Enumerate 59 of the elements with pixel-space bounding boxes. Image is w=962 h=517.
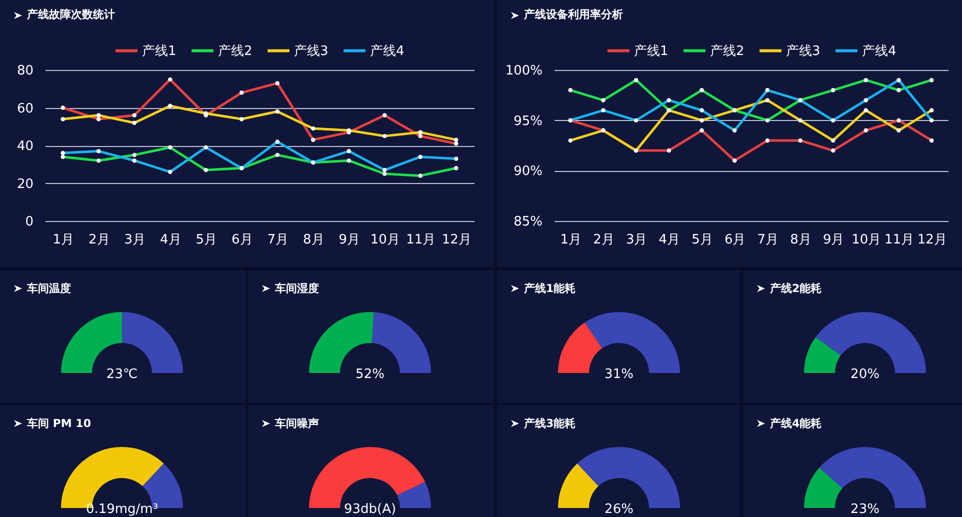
legend-label: 产线3 [786, 44, 820, 59]
text: 31% [604, 367, 634, 382]
x-tick-label: 12月 [917, 232, 947, 248]
x-tick-label: 6月 [724, 232, 746, 248]
y-tick-label: 60 [16, 101, 34, 116]
text: 26% [604, 502, 634, 517]
text: 23% [850, 502, 880, 517]
chart-title: 产线1能耗 [523, 282, 576, 295]
y-tick-label: 80 [16, 64, 34, 78]
chart-title: 产线3能耗 [523, 417, 576, 430]
x-tick-label: 4月 [160, 232, 182, 248]
chart-title: 产线故障次数统计 [26, 8, 115, 21]
x-tick-label: 9月 [822, 232, 844, 248]
x-tick-label: 3月 [124, 232, 146, 248]
x-tick-label: 5月 [692, 232, 713, 248]
y-tick-label: 40 [16, 139, 34, 154]
x-tick-label: 9月 [338, 232, 360, 248]
x-tick-label: 2月 [593, 232, 614, 248]
chart-title: 产线4能耗 [769, 417, 822, 430]
legend-label: 产线2 [710, 44, 744, 59]
x-tick-label: 7月 [267, 232, 289, 248]
x-tick-label: 1月 [560, 232, 582, 248]
legend-label: 产线3 [294, 44, 328, 59]
y-tick-label: 20 [16, 176, 34, 192]
x-tick-label: 4月 [658, 232, 680, 248]
legend-label: 产线4 [370, 44, 404, 59]
x-tick-label: 11月 [884, 232, 914, 248]
y-tick-label: 90% [514, 164, 542, 180]
x-tick-label: 7月 [757, 232, 779, 248]
x-tick-label: 6月 [231, 232, 253, 248]
chart-title: 产线设备利用率分析 [523, 8, 623, 21]
x-tick-label: 12月 [442, 232, 472, 248]
text: 0.19mg/m³ [86, 502, 158, 517]
chart-title: 车间噪声 [274, 417, 319, 430]
chart-title: 产线2能耗 [769, 282, 822, 295]
x-tick-label: 10月 [852, 232, 882, 248]
x-tick-label: 8月 [790, 232, 812, 248]
chart-title: 车间 PM 10 [26, 417, 92, 430]
x-tick-label: 3月 [626, 232, 648, 248]
x-tick-label: 2月 [88, 232, 110, 248]
x-tick-label: 1月 [52, 232, 74, 248]
x-tick-label: 10月 [370, 232, 400, 248]
y-tick-label: 0 [25, 214, 34, 230]
text: 93db(A) [344, 502, 396, 517]
legend-label: 产线2 [218, 44, 252, 59]
legend-label: 产线1 [142, 44, 176, 59]
text: 20% [850, 367, 880, 382]
text: 23℃ [106, 367, 138, 382]
x-tick-label: 5月 [196, 232, 218, 248]
chart-title: 车间温度 [26, 282, 71, 295]
x-tick-label: 11月 [406, 232, 436, 248]
legend-label: 产线1 [634, 44, 668, 59]
y-tick-label: 85% [514, 214, 542, 230]
legend-label: 产线4 [862, 44, 896, 59]
y-tick-label: 95% [514, 114, 542, 129]
text: 52% [356, 367, 384, 382]
x-tick-label: 8月 [302, 232, 324, 248]
y-tick-label: 100% [505, 64, 542, 78]
chart-title: 车间湿度 [274, 282, 319, 295]
